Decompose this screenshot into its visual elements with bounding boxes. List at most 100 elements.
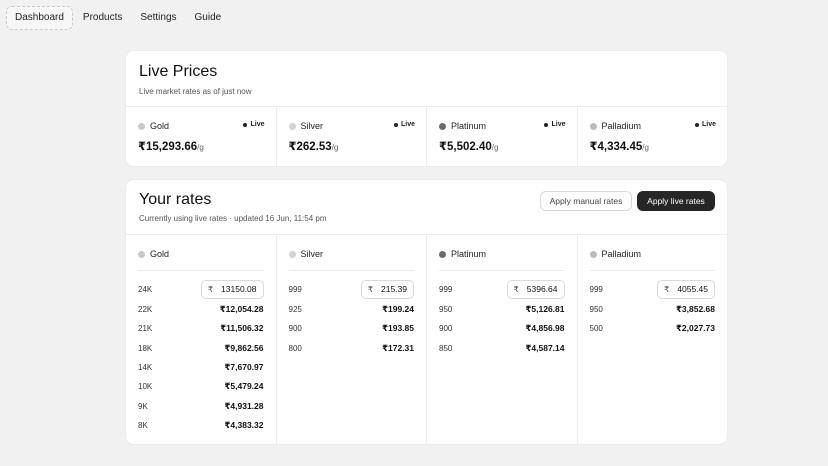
live-prices-title: Live Prices <box>139 63 218 80</box>
your-rates-card: Your rates Currently using live rates · … <box>126 180 727 444</box>
price-tile-platinum: Platinum Live ₹5,502.40/g <box>427 107 578 166</box>
metal-name: Platinum <box>451 249 487 259</box>
metal-name: Gold <box>150 121 170 131</box>
base-rate-value: 13150.08 <box>221 284 257 294</box>
metal-dot-icon <box>589 122 597 130</box>
purity-label: 999 <box>589 284 603 294</box>
your-rates-title: Your rates <box>139 191 212 208</box>
rate-value: ₹4,383.32 <box>224 419 264 430</box>
live-badge: Live <box>544 121 566 128</box>
purity-label: 14K <box>138 363 153 373</box>
nav-dashboard[interactable]: Dashboard <box>6 6 73 30</box>
purity-label: 999 <box>439 284 453 294</box>
purity-label: 8K <box>138 420 148 430</box>
rate-value: ₹4,931.28 <box>224 400 264 411</box>
purity-label: 24K <box>138 284 153 294</box>
rate-value: ₹3,852.68 <box>675 304 715 315</box>
nav-guide[interactable]: Guide <box>194 12 222 23</box>
rate-row: 900 ₹193.85 <box>289 319 415 338</box>
metal-dot-icon <box>288 250 296 258</box>
live-dot-icon <box>393 122 398 127</box>
base-rate-value: 215.39 <box>381 284 407 294</box>
nav-products[interactable]: Products <box>82 12 123 23</box>
metal-name: Silver <box>300 121 324 131</box>
metal-name: Platinum <box>451 121 487 131</box>
purity-label: 850 <box>439 343 453 353</box>
metal-name: Silver <box>300 249 324 259</box>
metal-dot-icon <box>138 250 145 258</box>
rate-row: 500 ₹2,027.73 <box>590 319 716 338</box>
nav-settings[interactable]: Settings <box>140 12 177 23</box>
currency-symbol: ₹ <box>207 284 214 294</box>
currency-symbol: ₹ <box>664 284 670 294</box>
divider <box>288 270 414 271</box>
metal-name: Palladium <box>601 121 642 131</box>
your-rates-subtitle: Currently using live rates · updated 16 … <box>139 214 327 223</box>
rate-value: ₹2,027.73 <box>675 323 715 334</box>
purity-label: 900 <box>439 324 453 334</box>
metal-name: Gold <box>150 249 170 259</box>
purity-label: 21K <box>138 324 153 334</box>
currency-symbol: ₹ <box>513 284 519 294</box>
live-prices-grid: Gold Live ₹15,293.66/g Silver Live ₹262.… <box>126 107 727 166</box>
rate-column-platinum: Platinum 999 ₹ 5396.64 950 ₹5,126.81 900… <box>427 235 578 444</box>
rate-row: 21K ₹11,506.32 <box>138 319 264 338</box>
apply-manual-rates-button[interactable]: Apply manual rates <box>540 191 632 211</box>
base-rate-input[interactable]: ₹ 13150.08 <box>200 279 264 299</box>
purity-label: 10K <box>138 382 153 392</box>
purity-label: 950 <box>589 305 603 315</box>
divider <box>126 234 727 235</box>
base-rate-input[interactable]: ₹ 5396.64 <box>506 279 565 299</box>
rate-row: 22K ₹12,054.28 <box>138 300 264 319</box>
price-tile-silver: Silver Live ₹262.53/g <box>277 107 427 166</box>
rate-row: 950 ₹5,126.81 <box>439 300 565 319</box>
rate-row: 925 ₹199.24 <box>289 300 415 319</box>
rate-value: ₹11,506.32 <box>220 323 264 334</box>
metal-price: ₹5,502.40/g <box>439 141 499 153</box>
rate-row-base: 999 ₹ 215.39 <box>288 279 414 299</box>
metal-price: ₹4,334.45/g <box>589 141 649 153</box>
base-rate-value: 5396.64 <box>526 284 558 294</box>
purity-label: 9K <box>138 401 148 411</box>
rate-value: ₹193.85 <box>382 323 414 334</box>
base-rate-value: 4055.45 <box>677 284 708 294</box>
rate-row-base: 999 ₹ 4055.45 <box>589 279 715 299</box>
rate-list: 999 ₹ 215.39 925 ₹199.24 900 ₹193.85 800… <box>288 279 415 358</box>
metal-price: ₹262.53/g <box>288 141 339 153</box>
rate-row: 18K ₹9,862.56 <box>138 339 264 358</box>
purity-label: 925 <box>288 305 302 315</box>
live-dot-icon <box>694 122 699 127</box>
metal-name: Palladium <box>601 249 642 259</box>
metal-dot-icon <box>138 122 145 130</box>
live-prices-subtitle: Live market rates as of just now <box>139 87 252 96</box>
rate-list: 24K ₹ 13150.08 22K ₹12,054.28 21K ₹11,50… <box>138 279 264 435</box>
rate-row: 14K ₹7,670.97 <box>138 358 264 377</box>
rate-value: ₹12,054.28 <box>219 304 264 315</box>
purity-label: 999 <box>288 284 302 294</box>
live-dot-icon <box>544 122 549 127</box>
rate-value: ₹9,862.56 <box>224 342 264 353</box>
rate-row: 9K ₹4,931.28 <box>138 396 264 415</box>
rate-value: ₹172.31 <box>382 342 414 353</box>
rate-row: 10K ₹5,479.24 <box>138 377 264 396</box>
rate-row-base: 999 ₹ 5396.64 <box>439 279 565 299</box>
rate-row-base: 24K ₹ 13150.08 <box>138 279 264 299</box>
metal-price: ₹15,293.66/g <box>138 141 204 153</box>
divider <box>138 270 264 271</box>
purity-label: 900 <box>288 324 302 334</box>
live-badge: Live <box>243 121 265 128</box>
rate-value: ₹4,856.98 <box>525 323 565 334</box>
base-rate-input[interactable]: ₹ 4055.45 <box>657 279 715 299</box>
divider <box>439 270 565 271</box>
metal-dot-icon <box>288 122 296 130</box>
price-tile-gold: Gold Live ₹15,293.66/g <box>126 107 277 166</box>
apply-live-rates-button[interactable]: Apply live rates <box>637 191 715 211</box>
rate-value: ₹7,670.97 <box>224 362 264 373</box>
live-badge: Live <box>393 121 415 128</box>
rate-value: ₹4,587.14 <box>525 342 565 353</box>
rate-list: 999 ₹ 4055.45 950 ₹3,852.68 500 ₹2,027.7… <box>589 279 716 339</box>
live-dot-icon <box>243 122 248 127</box>
divider <box>589 270 715 271</box>
rate-row: 8K ₹4,383.32 <box>138 416 264 435</box>
base-rate-input[interactable]: ₹ 215.39 <box>360 279 414 299</box>
